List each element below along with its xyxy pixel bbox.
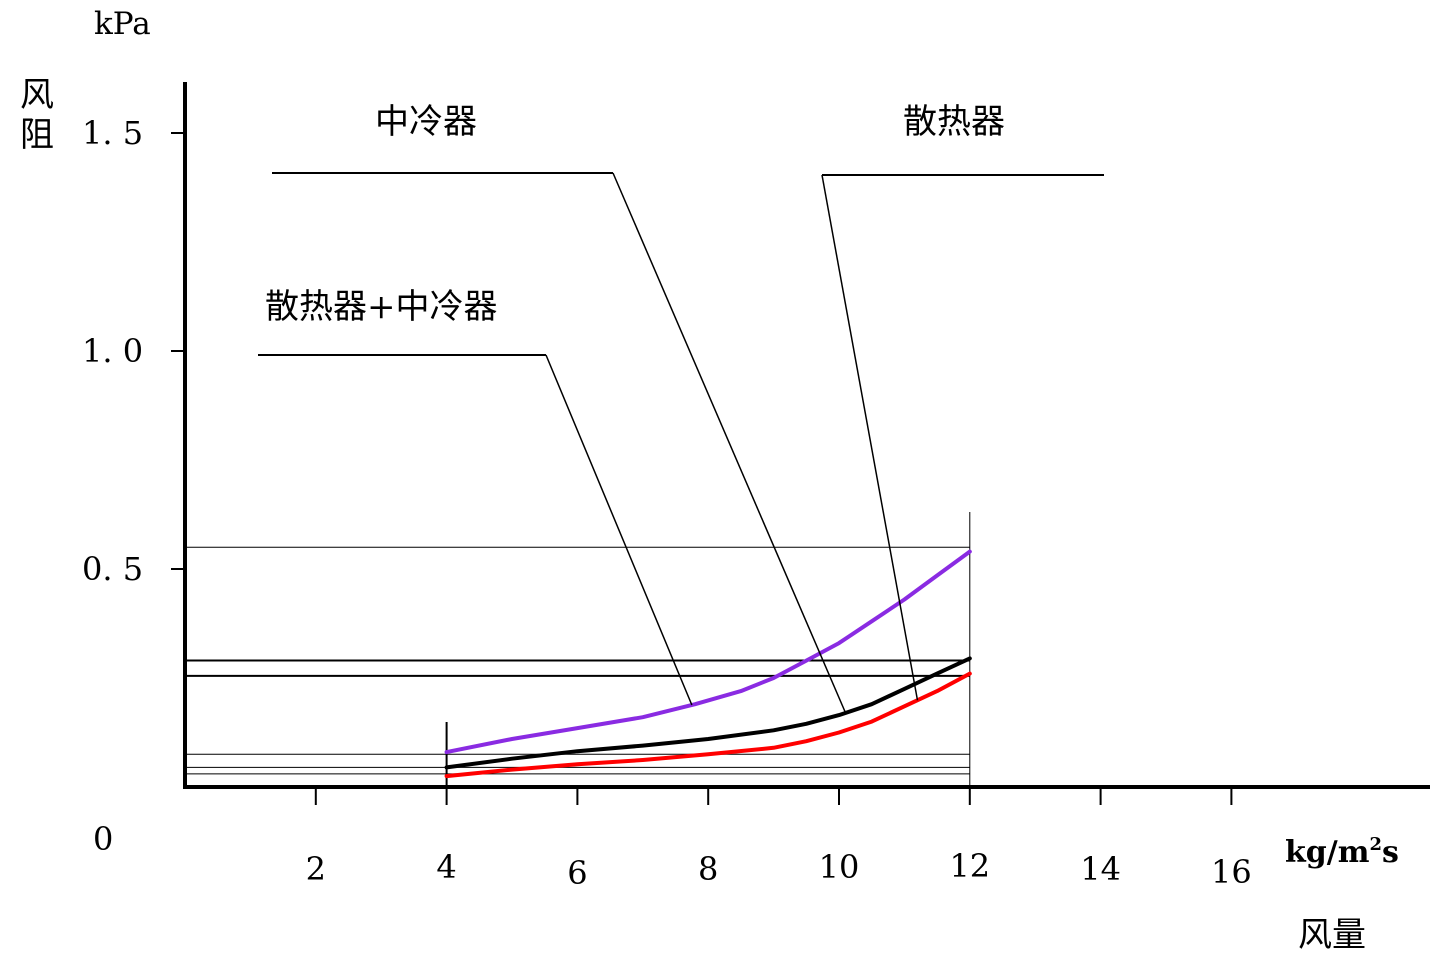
leader-pointer-intercooler [612, 172, 847, 714]
origin-label: 0 [93, 820, 113, 858]
series-line-intercooler [444, 671, 972, 779]
x-unit-label: kg/m2s [1285, 834, 1399, 870]
x-tick-label: 2 [306, 850, 326, 888]
y-tick-label: 1. 0 [82, 332, 143, 370]
series-line-combined [444, 549, 972, 755]
labels: kPa 风 阻 0 kg/m2s 风量 中冷器 散热器 散热器+中冷器 0. 5… [20, 6, 1399, 955]
x-tick-label: 14 [1080, 850, 1121, 888]
x-tick-label: 12 [949, 847, 990, 885]
leader-pointer-combined [545, 354, 693, 706]
x-tick-label: 16 [1211, 853, 1252, 891]
annotation-radiator: 散热器 [903, 102, 1005, 142]
x-tick-label: 10 [819, 848, 860, 886]
annotation-intercooler: 中冷器 [375, 102, 477, 142]
annotation-combined: 散热器+中冷器 [265, 287, 498, 327]
x-tick-label: 8 [698, 850, 718, 888]
reference-lines [185, 512, 971, 787]
x-tick-label: 6 [567, 854, 587, 892]
leader-pointer-radiator [821, 174, 919, 701]
x-axis-label: 风量 [1298, 915, 1366, 955]
series-line-radiator [444, 656, 972, 770]
axes [171, 82, 1430, 805]
y-label-char-1: 风 [20, 75, 54, 115]
y-tick-label: 1. 5 [82, 114, 143, 152]
leader-lines [258, 172, 1104, 714]
y-tick-label: 0. 5 [82, 550, 143, 588]
series [444, 549, 972, 779]
y-label-char-2: 阻 [20, 115, 54, 155]
y-unit-label: kPa [94, 6, 151, 42]
x-tick-label: 4 [436, 848, 456, 886]
